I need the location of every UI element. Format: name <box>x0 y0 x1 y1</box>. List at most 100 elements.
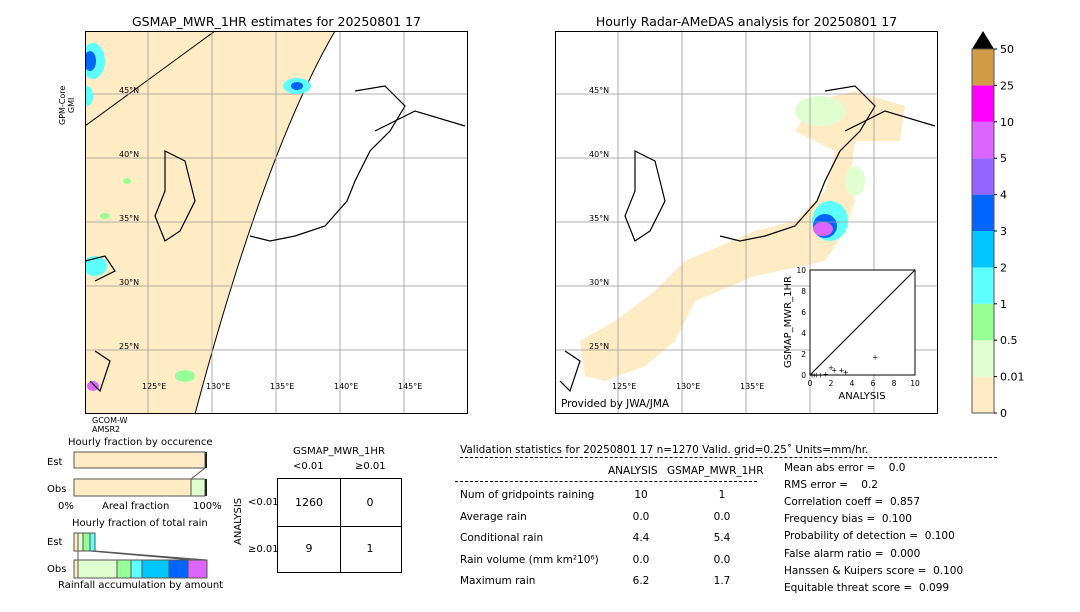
cell-hits-none: 1260 <box>277 478 341 527</box>
colorbar-segment <box>972 85 994 122</box>
colorbar-tick-label: 1 <box>1000 298 1007 311</box>
validation-header: Validation statistics for 20250801 17 n=… <box>460 444 869 456</box>
score: Frequency bias = 0.100 <box>784 513 912 526</box>
scatter-ytick: 8 <box>801 287 806 296</box>
colorbar-segment <box>972 303 994 341</box>
scatter-ylabel: GSMAP_MWR_1HR <box>783 276 794 368</box>
left-sensor-bottom: GCOM-W AMSR2 <box>92 416 127 434</box>
total-rain-bars <box>73 532 208 579</box>
scatter-point: + <box>828 364 834 372</box>
stat-label: Average rain <box>460 510 527 523</box>
contingency-row-title: ANALYSIS <box>233 497 244 545</box>
colorbar-tick-label: 2 <box>1000 261 1007 274</box>
bar-obs-light <box>190 478 206 497</box>
scatter-xtick: 6 <box>871 379 876 388</box>
colorbar-tick-label: 3 <box>1000 225 1007 238</box>
tot-est-label: Est <box>47 537 63 548</box>
lon-label: 135°E <box>740 382 764 391</box>
right-map: 45°N 40°N 35°N 30°N 25°N 125°E 130°E 135… <box>555 31 938 414</box>
gsmap-swath <box>85 31 335 414</box>
colorbar-segment <box>972 376 994 413</box>
stat-analysis: 0.0 <box>632 553 650 566</box>
colorbar-tick-label: 0 <box>1000 407 1007 420</box>
colorbar-segment <box>972 158 994 195</box>
analysis-rain-area <box>580 91 905 381</box>
occ-xlabel: Areal fraction <box>102 501 170 512</box>
scatter-xtick: 8 <box>892 379 897 388</box>
scatter-point: + <box>823 370 829 378</box>
colorbar-segment <box>972 231 994 268</box>
occurrence-bars <box>73 451 207 497</box>
occ-obs-label: Obs <box>47 484 67 495</box>
lat-label: 45°N <box>589 86 609 95</box>
scatter-ytick: 2 <box>801 350 806 359</box>
colorbar-segment <box>972 340 994 377</box>
stat-gsmap: 1 <box>718 489 726 501</box>
stat-analysis: 10 <box>634 489 648 501</box>
occ-est-label: Est <box>47 457 63 468</box>
stat-label: Maximum rain <box>460 575 536 587</box>
sensor-label: GMI <box>67 97 76 114</box>
total-rain-xlabel: Rainfall accumulation by amount <box>58 580 224 591</box>
scatter-point: + <box>831 366 837 374</box>
scatter-ytick: 0 <box>801 371 806 380</box>
stat-gsmap: 0.0 <box>713 553 731 566</box>
scatter-xtick: 10 <box>910 379 920 388</box>
lat-label: 35°N <box>589 214 609 223</box>
occ-tick-100: 100% <box>193 501 222 512</box>
colorbar-tick-label: 4 <box>1000 189 1007 202</box>
scatter-point: + <box>811 372 817 380</box>
score: Correlation coeff = 0.857 <box>784 496 920 509</box>
coastline <box>559 85 936 393</box>
sensor-label: GCOM-W <box>92 416 128 425</box>
scatter-ytick: 4 <box>801 329 806 338</box>
lon-label: 135°E <box>270 382 294 391</box>
scatter-point: + <box>872 354 878 362</box>
lat-label: 30°N <box>119 278 139 287</box>
stat-label: Conditional rain <box>460 532 544 544</box>
score: RMS error = 0.2 <box>784 479 878 492</box>
colorbar-segment <box>972 194 994 231</box>
stat-gsmap: 0.0 <box>713 510 731 523</box>
left-sensor-top: GPM-Core GMI <box>58 86 76 125</box>
cell-hit: 1 <box>339 525 402 573</box>
bar-est-dry <box>73 451 206 469</box>
score: Probability of detection = 0.100 <box>784 530 955 543</box>
colorbar-tick-label: 5 <box>1000 152 1007 165</box>
colorbar-tick-label: 50 <box>1000 43 1014 56</box>
colorbar-tick-label: 0.01 <box>1000 371 1025 384</box>
colorbar-extend-arrow <box>972 31 994 49</box>
lon-label: 130°E <box>676 382 700 391</box>
colorbar-tick-label: 25 <box>1000 79 1014 92</box>
stat-analysis: 0.0 <box>632 510 650 523</box>
lat-label: 40°N <box>119 150 139 159</box>
lat-label: 25°N <box>589 342 609 351</box>
cell-miss: 9 <box>277 525 341 573</box>
contingency-col-1: ≥0.01 <box>355 461 386 472</box>
stat-label: Rain volume (mm km²10⁶) <box>460 553 599 566</box>
score: Equitable threat score = 0.099 <box>784 581 950 594</box>
colorbar-tick-label: 0.5 <box>1000 334 1018 347</box>
score: Mean abs error = 0.0 <box>784 462 906 474</box>
contingency-col-0: <0.01 <box>293 461 324 472</box>
lon-label: 140°E <box>334 382 358 391</box>
lon-label: 145°E <box>398 382 422 391</box>
colorbar: 0 0.01 0.5 1 2 3 4 5 10 25 50 <box>971 31 1025 420</box>
lat-label: 45°N <box>119 86 139 95</box>
colorbar-segment <box>972 49 994 86</box>
lat-label: 35°N <box>119 214 139 223</box>
scatter-point: + <box>809 372 815 380</box>
score: Hanssen & Kuipers score = 0.100 <box>784 564 964 577</box>
scatter-xtick: 4 <box>850 379 855 388</box>
colorbar-tick-label: 10 <box>1000 116 1014 129</box>
total-rain-title: Hourly fraction of total rain <box>72 518 208 529</box>
right-map-title: Hourly Radar-AMeDAS analysis for 2025080… <box>595 14 898 29</box>
stat-analysis: 4.4 <box>632 532 650 544</box>
rain-blobs <box>85 43 311 391</box>
scatter-point: + <box>813 372 819 380</box>
scatter-xlabel: ANALYSIS <box>838 391 885 402</box>
stat-label: Num of gridpoints raining <box>460 489 595 501</box>
scatter-point: + <box>843 368 849 376</box>
credit-text: Provided by JWA/JMA <box>561 398 670 410</box>
bar-obs-rain <box>205 479 207 496</box>
